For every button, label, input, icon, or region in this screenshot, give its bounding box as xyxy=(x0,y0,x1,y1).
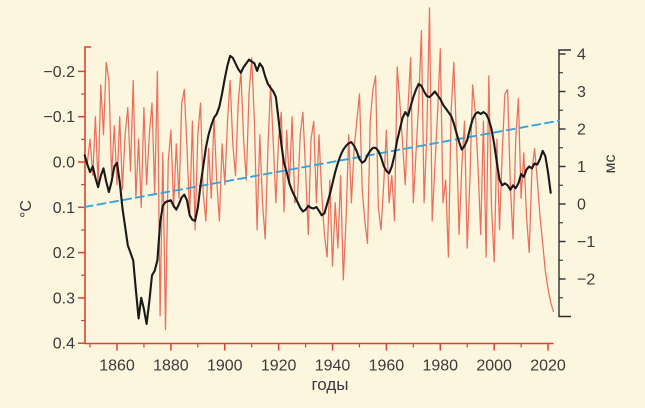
left-axis-title: °C xyxy=(18,200,35,218)
left-axis-tick-label: 0.4 xyxy=(53,336,75,353)
trend-line xyxy=(83,119,560,208)
left-axis-tick-label: −0.2 xyxy=(43,64,75,81)
right-axis-tick-label: 1 xyxy=(577,159,586,176)
right-axis-tick-label: 0 xyxy=(577,197,586,214)
right-axis-title: мс xyxy=(602,154,619,174)
x-axis-tick-label: 2020 xyxy=(530,358,566,375)
left-axis-tick-label: −0.1 xyxy=(43,109,75,126)
left-axis-tick-label: 0.3 xyxy=(53,290,75,307)
x-axis-tick-label: 1900 xyxy=(207,358,243,375)
right-axis-tick-label: −2 xyxy=(577,272,595,289)
x-axis-tick-label: 2000 xyxy=(476,358,512,375)
red-annual-line xyxy=(86,7,555,331)
left-axis-line xyxy=(84,46,91,344)
x-axis-tick-label: 1960 xyxy=(369,358,405,375)
right-axis-tick-label: −1 xyxy=(577,234,595,251)
x-axis-tick-label: 1920 xyxy=(261,358,297,375)
x-axis-tick-label: 1940 xyxy=(315,358,351,375)
x-axis-title: годы xyxy=(311,375,349,394)
right-axis-tick-label: 3 xyxy=(577,84,586,101)
black-smoothed-line xyxy=(83,54,552,326)
left-axis-tick-label: 0.2 xyxy=(53,245,75,262)
x-axis-tick-label: 1860 xyxy=(99,358,135,375)
left-axis-tick-label: 0.1 xyxy=(53,200,75,217)
x-axis-tick-label: 1880 xyxy=(153,358,189,375)
x-axis-tick-label: 1980 xyxy=(422,358,458,375)
left-axis-tick-label: 0.0 xyxy=(53,155,75,172)
right-axis-tick-label: 4 xyxy=(577,47,586,64)
right-axis-tick-label: 2 xyxy=(577,122,586,139)
right-axis-line xyxy=(558,49,571,318)
